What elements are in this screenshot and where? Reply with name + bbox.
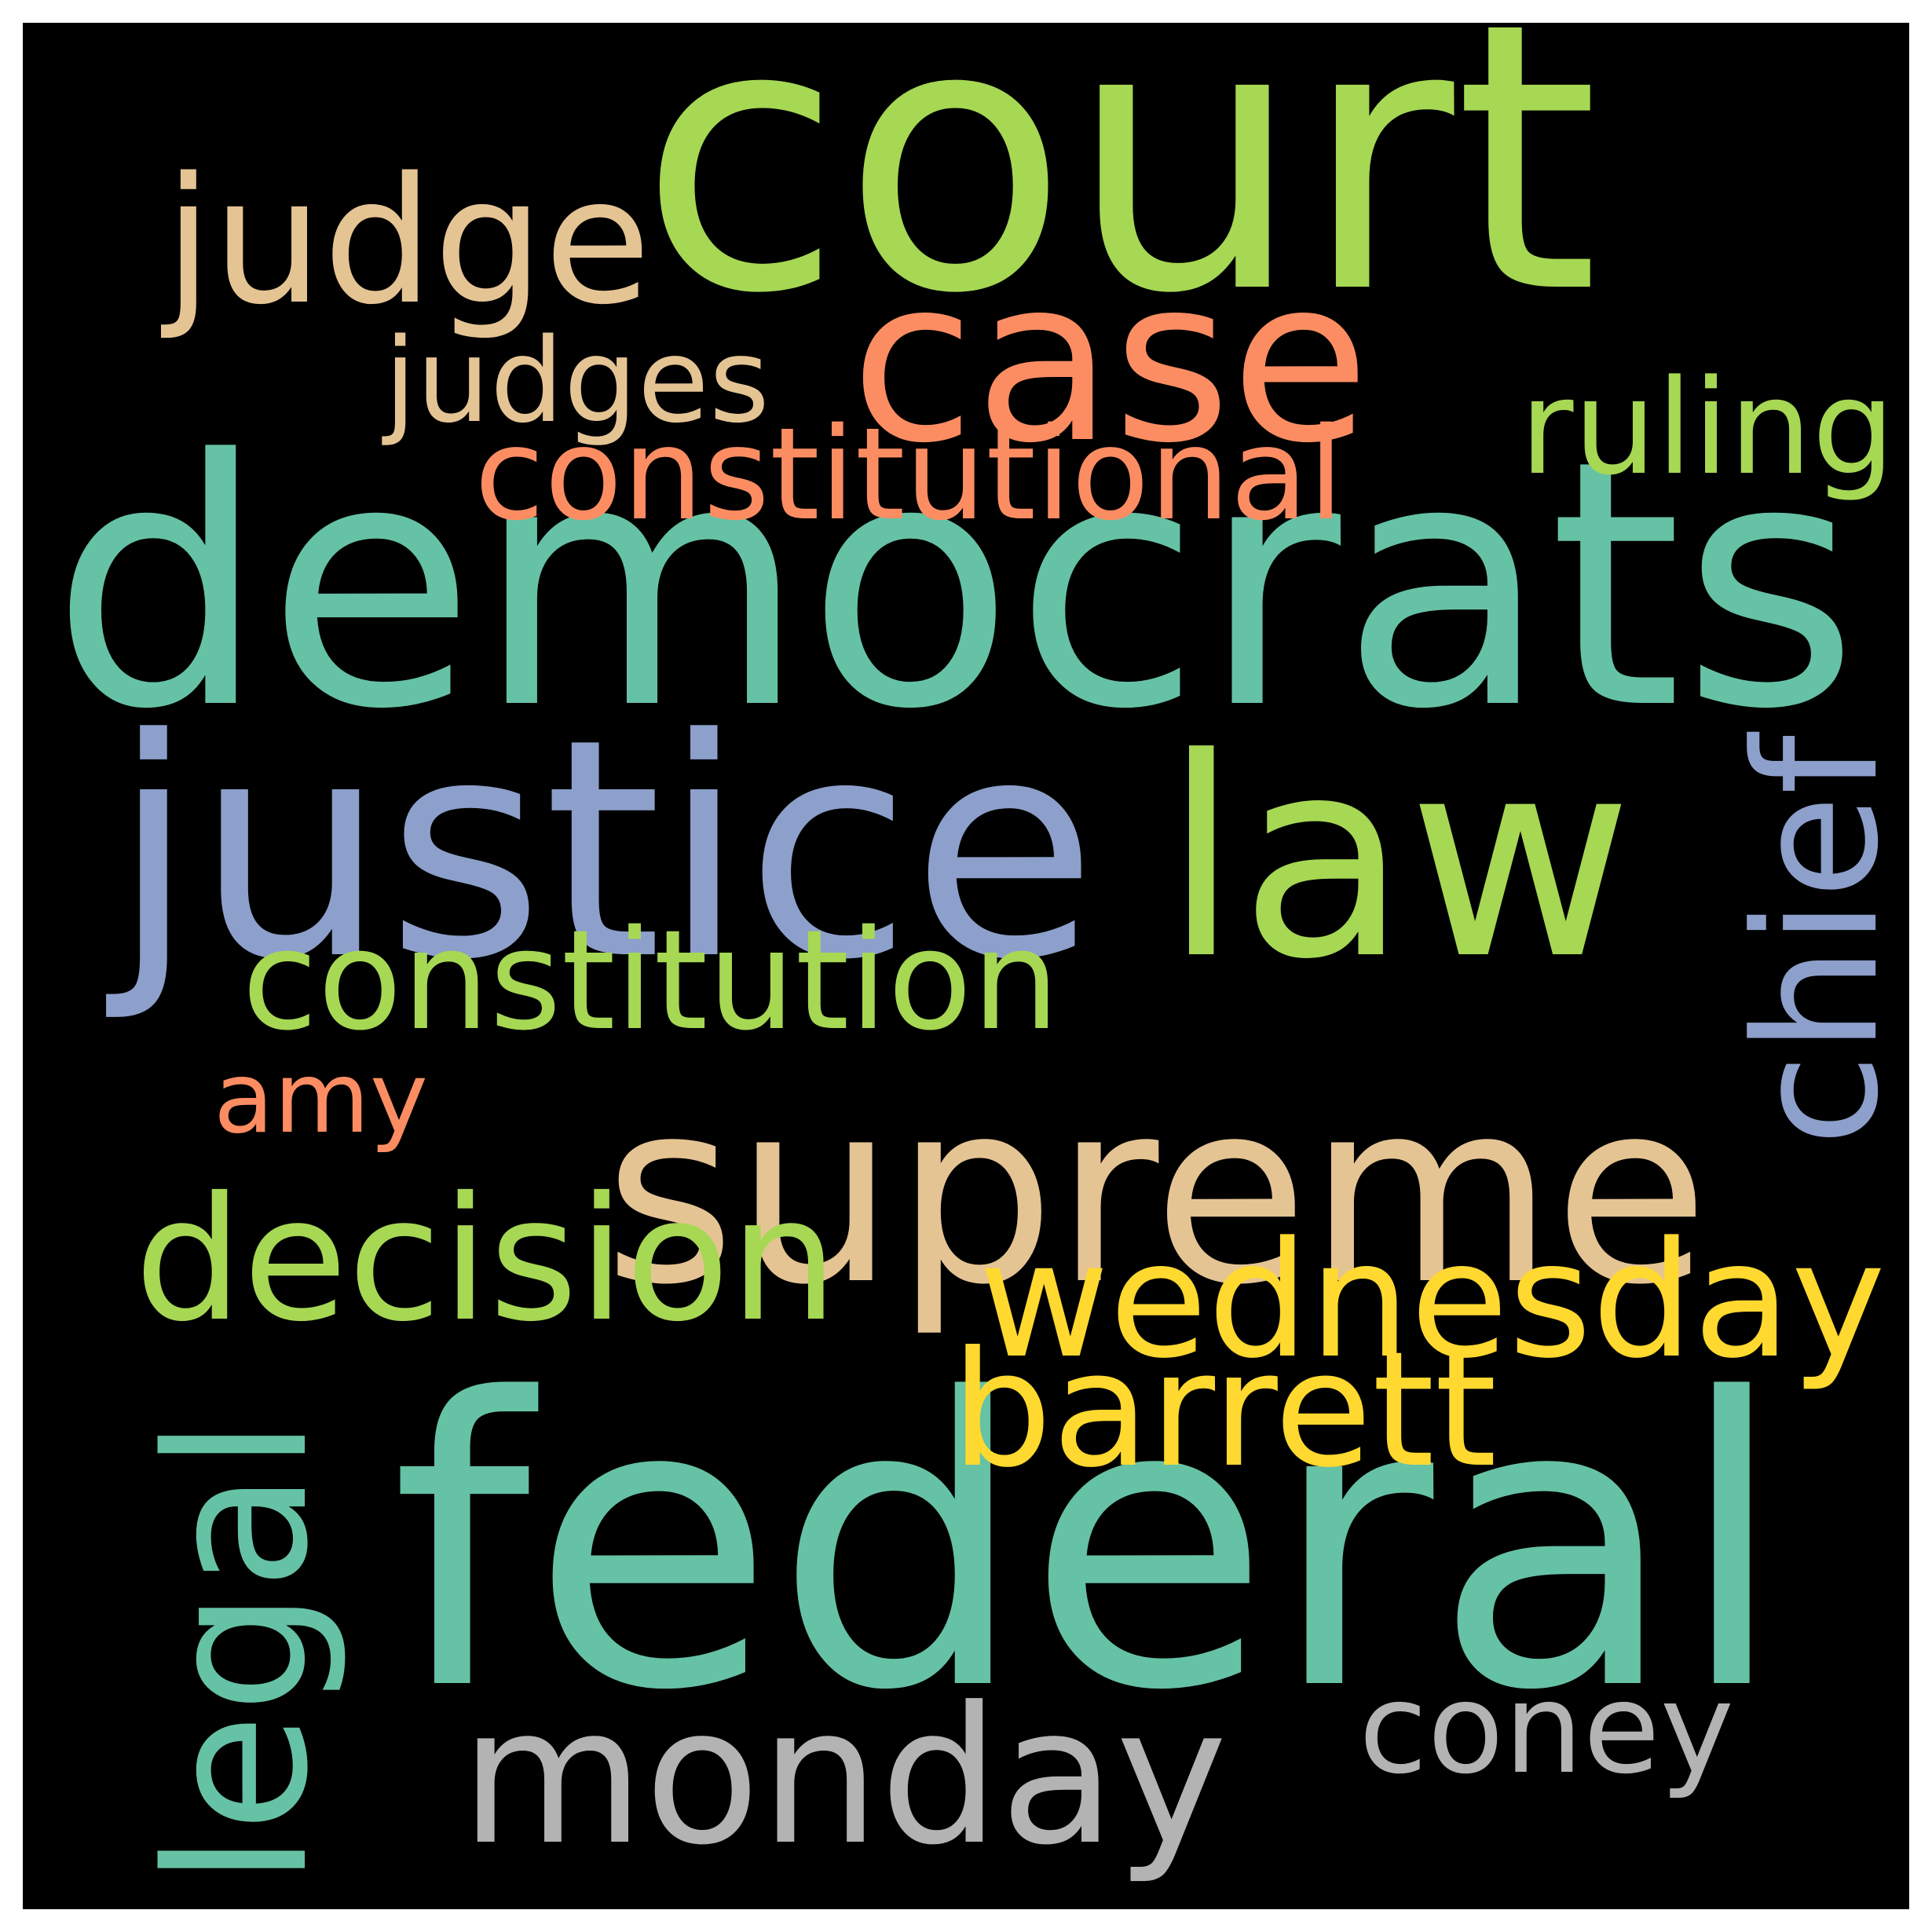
word-chief: chief xyxy=(1718,735,1909,1147)
word-court: court xyxy=(639,23,1599,374)
word-constitutional: constitutional xyxy=(474,400,1344,549)
word-supreme: supreme xyxy=(604,1046,1709,1340)
word-decision: decision xyxy=(134,1160,838,1359)
word-judges: judges xyxy=(384,313,770,448)
word-legal: legal xyxy=(126,1418,352,1886)
word-democrats: democrats xyxy=(51,388,1859,784)
word-cloud-canvas: democrats federal court supreme justice … xyxy=(23,23,1909,1909)
word-constitution: constitution xyxy=(242,901,1059,1062)
word-monday: monday xyxy=(460,1666,1228,1886)
word-amy: amy xyxy=(214,1041,428,1156)
word-barrett: barrett xyxy=(951,1316,1497,1502)
word-ruling: ruling xyxy=(1520,351,1895,504)
word-justice: justice xyxy=(112,675,1097,1026)
word-federal: federal xyxy=(391,1315,1787,1778)
word-coney: coney xyxy=(1359,1655,1734,1802)
word-wednesday: wednesday xyxy=(979,1206,1886,1393)
word-judge: judge xyxy=(164,141,651,344)
word-case: case xyxy=(851,229,1370,493)
word-law: law xyxy=(1163,699,1633,1019)
